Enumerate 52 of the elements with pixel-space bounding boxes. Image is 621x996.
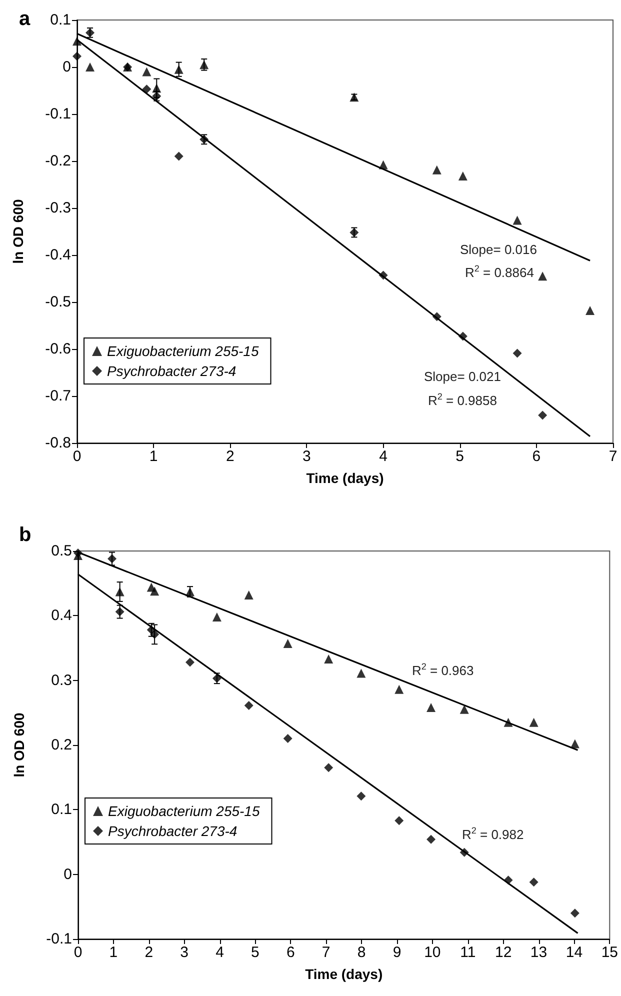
legend-label: Psychrobacter 273-4 — [108, 823, 238, 839]
y-tick-label: -0.3 — [45, 200, 71, 216]
x-tick-label: 5 — [251, 944, 260, 961]
x-tick-label: 14 — [566, 944, 583, 961]
x-tick-label: 13 — [530, 944, 548, 961]
x-tick-label: 8 — [357, 944, 366, 961]
x-tick-label: 3 — [302, 448, 311, 465]
y-axis-title: ln OD 600 — [11, 712, 27, 778]
x-tick-label: 1 — [109, 944, 118, 961]
x-tick-label: 3 — [180, 944, 189, 961]
x-tick-label: 2 — [144, 944, 154, 961]
legend-label: Psychrobacter 273-4 — [107, 363, 236, 379]
y-tick-label: 0.1 — [51, 801, 72, 818]
x-tick-label: 7 — [322, 944, 330, 961]
x-axis-title: Time (days) — [306, 470, 384, 486]
x-tick-label: 4 — [379, 448, 388, 465]
x-tick-label: 9 — [392, 944, 402, 961]
y-tick-label: -0.1 — [46, 930, 72, 948]
y-tick-label: -0.5 — [45, 294, 71, 310]
y-tick-label: -0.2 — [45, 152, 71, 170]
y-tick-label: -0.8 — [45, 434, 71, 452]
x-tick-label: 0 — [74, 944, 82, 961]
x-tick-label: 10 — [424, 944, 441, 961]
x-tick-label: 15 — [601, 944, 618, 961]
y-tick-label: 0.1 — [50, 12, 71, 28]
y-tick-label: -0.7 — [45, 388, 71, 404]
legend-label: Exiguobacterium 255-15 — [108, 803, 260, 819]
x-tick-label: 6 — [532, 448, 541, 465]
y-axis-title: ln OD 600 — [10, 199, 26, 264]
y-tick-label: 0 — [62, 58, 71, 76]
x-tick-label: 6 — [286, 944, 295, 961]
y-tick-label: 0.4 — [51, 607, 72, 624]
y-tick-label: 0 — [64, 866, 72, 883]
x-tick-label: 12 — [494, 944, 512, 961]
x-tick-label: 5 — [456, 448, 464, 465]
y-tick-label: 0.3 — [51, 672, 72, 689]
x-tick-label: 11 — [460, 944, 476, 961]
x-tick-label: 1 — [149, 448, 158, 465]
y-tick-label: -0.4 — [45, 246, 71, 264]
annotation: Slope= 0.016 — [460, 242, 537, 257]
y-tick-label: -0.6 — [45, 340, 71, 358]
x-tick-label: 2 — [226, 448, 234, 465]
y-tick-label: -0.1 — [45, 106, 71, 122]
y-tick-label: 0.2 — [51, 736, 72, 754]
x-tick-label: 4 — [216, 944, 224, 961]
annotation: Slope= 0.021 — [424, 369, 501, 384]
legend-label: Exiguobacterium 255-15 — [107, 343, 259, 359]
x-tick-label: 7 — [608, 448, 618, 465]
x-axis-title: Time (days) — [305, 966, 383, 982]
y-tick-label: 0.5 — [51, 542, 72, 560]
chart-title: b — [19, 524, 32, 546]
chart-title: a — [19, 8, 31, 30]
